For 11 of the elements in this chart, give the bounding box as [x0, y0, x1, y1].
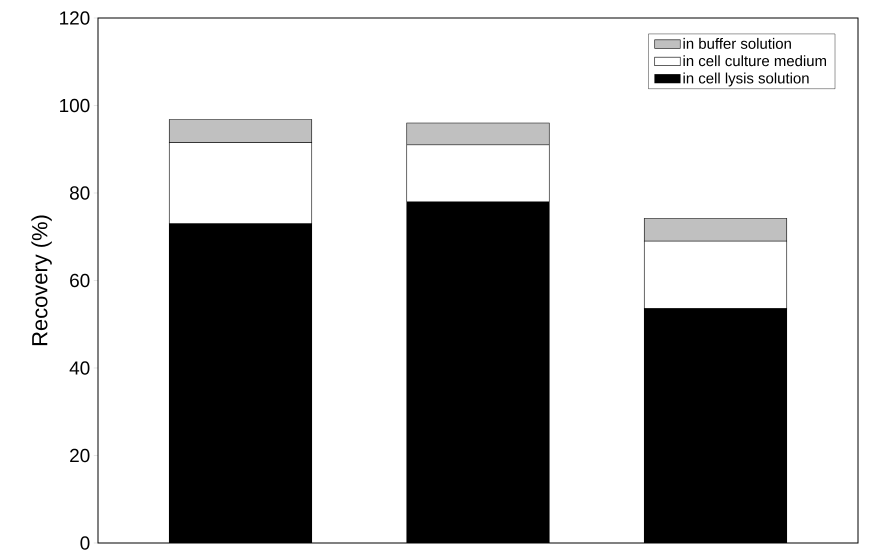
y-tick-label: 0: [80, 536, 90, 550]
legend-label: in cell lysis solution: [684, 72, 809, 86]
y-tick-label: 20: [70, 448, 90, 462]
y-tick-label: 80: [70, 186, 90, 200]
y-axis-title: Recovery (%): [31, 216, 52, 346]
y-tick-label: 100: [60, 98, 90, 112]
y-tick-label: 60: [70, 274, 90, 288]
y-tick-label: 40: [70, 361, 90, 375]
legend-label: in cell culture medium: [684, 55, 826, 66]
y-tick-label: 120: [60, 11, 90, 25]
legend-label: in buffer solution: [684, 38, 791, 49]
